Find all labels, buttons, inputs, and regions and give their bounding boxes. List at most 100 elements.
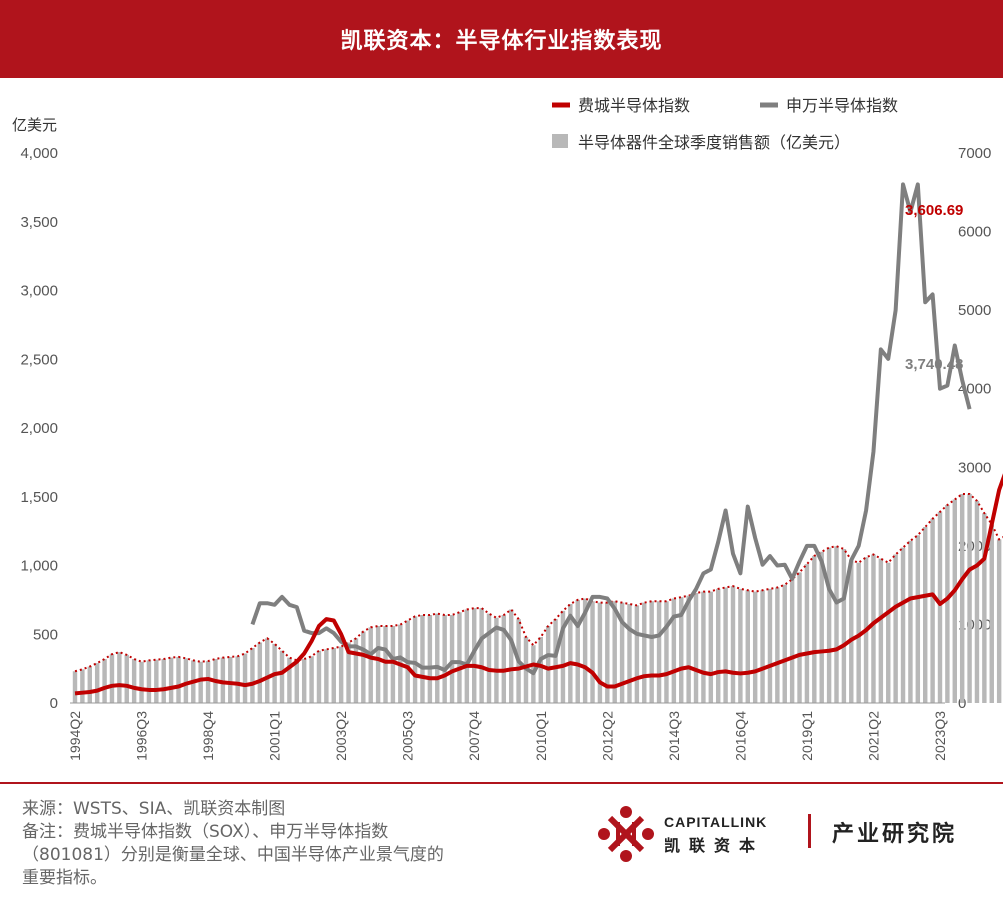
sales-bar	[671, 598, 677, 703]
sales-bar	[834, 546, 839, 703]
semiconductor-index-chart: 亿美元 0 500 1,000 1,500 2,000 2,500 3,000 3,500 4,0…	[12, 96, 1003, 761]
sales-bar	[590, 601, 595, 703]
sox-index-line	[74, 473, 1003, 696]
sales-bar	[168, 657, 174, 703]
sales-bar	[361, 631, 366, 703]
left-y-tick-label: 500	[33, 626, 58, 643]
left-y-tick-label: 3,500	[20, 214, 58, 231]
right-y-tick-label: 0	[958, 695, 966, 712]
sw-index-line	[250, 182, 972, 676]
legend-sales-swatch	[552, 134, 568, 148]
sales-bar	[812, 555, 817, 703]
sales-bar	[220, 657, 226, 703]
sales-bar	[856, 562, 861, 703]
x-tick-label: 2019Q1	[799, 711, 815, 761]
sales-bar	[686, 595, 691, 703]
sales-bar	[346, 642, 351, 703]
sales-bar	[693, 593, 699, 703]
brand-name-cn: 凯联资本	[664, 836, 765, 855]
sales-bar	[420, 615, 425, 703]
sales-bar	[797, 572, 802, 703]
sales-bar	[634, 605, 640, 703]
sales-bar	[974, 500, 980, 703]
sales-bar	[871, 554, 876, 703]
sales-bar	[952, 499, 958, 703]
remark-line-2: （801081）分别是衡量全球、中国半导体产业景气度的	[22, 845, 444, 865]
sales-bar	[457, 612, 462, 703]
sales-bar	[760, 590, 765, 703]
sales-bar	[479, 608, 484, 703]
sales-bar	[383, 626, 388, 703]
sales-bar	[679, 597, 684, 703]
sales-bar	[878, 558, 884, 703]
sales-bar	[900, 547, 906, 703]
sales-bar	[235, 656, 240, 703]
right-y-tick-label: 6000	[958, 224, 991, 241]
sales-bar	[80, 669, 85, 703]
sales-bar	[501, 615, 507, 703]
sales-bar	[649, 601, 654, 703]
x-tick-label: 2003Q2	[333, 711, 349, 761]
legend-sox-label: 费城半导体指数	[578, 96, 690, 115]
sales-bar	[937, 511, 943, 703]
brand-name-en: CAPITALLINK	[664, 814, 768, 830]
sales-bar	[324, 649, 329, 703]
sales-bar	[967, 494, 972, 703]
sales-bar	[597, 602, 603, 703]
right-y-tick-label: 7000	[958, 145, 991, 162]
sales-bar	[494, 617, 499, 703]
x-tick-label: 1998Q4	[200, 711, 216, 761]
sales-bar	[775, 587, 780, 703]
sales-bar	[353, 638, 359, 703]
capitallink-logo: CAPITALLINK 凯联资本 产业研究院	[596, 804, 996, 864]
sales-bar	[915, 535, 921, 703]
sales-bar	[435, 613, 440, 703]
sales-bar	[368, 627, 373, 703]
remark-line-3: 重要指标。	[22, 868, 107, 888]
x-tick-label: 1996Q3	[134, 711, 150, 761]
sales-bar	[161, 659, 166, 703]
sales-bar	[841, 549, 847, 703]
sales-bar	[390, 626, 396, 703]
sales-bar	[930, 518, 935, 703]
remark-line-1: 备注：费城半导体指数（SOX）、申万半导体指数	[22, 822, 389, 842]
left-y-tick-label: 2,000	[20, 420, 58, 437]
sales-bar	[723, 587, 728, 703]
sales-bar	[745, 590, 750, 703]
sales-bar	[656, 601, 662, 703]
sales-bar	[886, 562, 891, 703]
sales-bar	[131, 659, 137, 703]
source-note: 来源：WSTS、SIA、凯联资本制图	[22, 799, 286, 819]
sales-bar	[619, 602, 625, 703]
sales-bar	[287, 657, 292, 703]
sales-bar	[804, 564, 810, 703]
sales-bar	[508, 609, 514, 703]
sales-bar	[250, 648, 255, 703]
sales-bar	[605, 602, 610, 703]
sales-bar	[279, 650, 285, 703]
sales-bar	[752, 591, 758, 703]
left-y-tick-label: 1,000	[20, 558, 58, 575]
sales-bar	[486, 613, 492, 703]
left-y-tick-label: 3,000	[20, 283, 58, 300]
sales-bar	[982, 513, 987, 703]
sales-bar	[582, 598, 588, 703]
sales-bar	[664, 601, 669, 703]
sales-bar	[545, 626, 551, 703]
x-tick-label: 2023Q3	[932, 711, 948, 761]
sales-bar	[449, 615, 455, 703]
x-tick-label: 2010Q1	[533, 711, 549, 761]
sales-bar	[767, 588, 773, 703]
sales-bar	[183, 658, 189, 703]
sales-bar	[819, 551, 824, 703]
sales-bar	[316, 650, 322, 703]
sales-bar	[442, 615, 447, 703]
right-y-tick-label: 5000	[958, 302, 991, 319]
x-tick-label: 2014Q3	[666, 711, 682, 761]
sales-bar	[412, 616, 418, 703]
sales-bar	[265, 638, 270, 703]
sales-bar	[560, 610, 566, 703]
x-tick-label: 2005Q3	[400, 711, 416, 761]
sales-bar	[139, 661, 144, 703]
chart-notes: 来源：WSTS、SIA、凯联资本制图 备注：费城半导体指数（SOX）、申万半导体…	[22, 798, 562, 890]
